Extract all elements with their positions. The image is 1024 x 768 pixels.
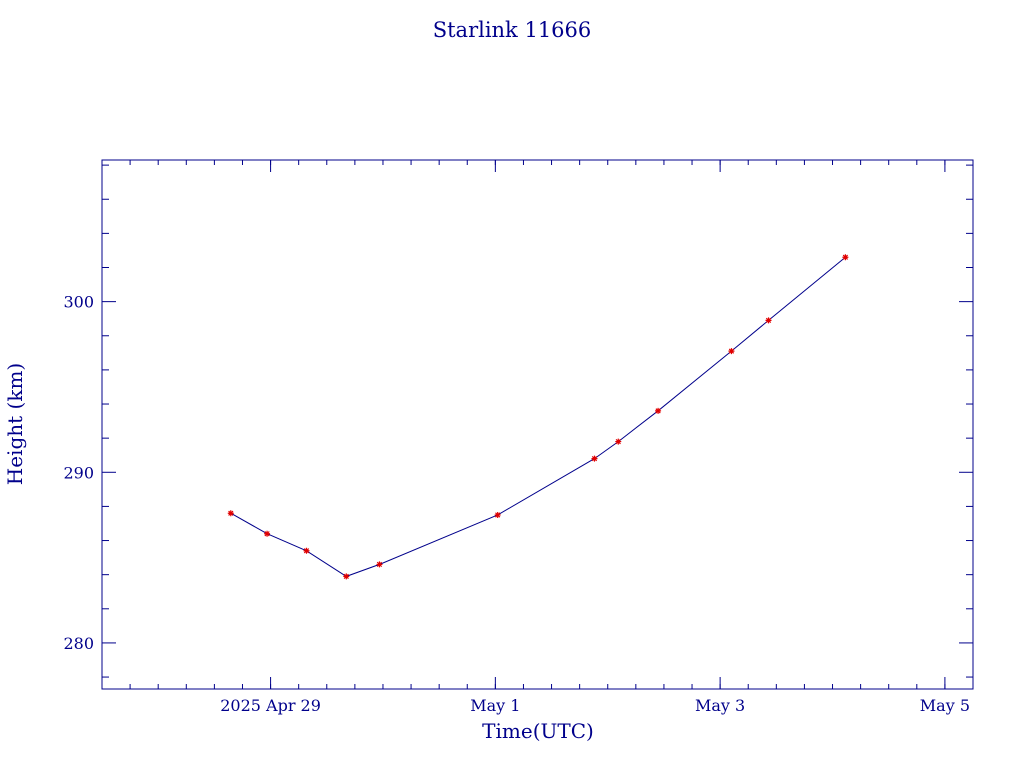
y-major-ticks: [102, 301, 973, 644]
x-tick-labels: 2025 Apr 29 May 1 May 3 May 5: [220, 696, 970, 715]
y-tick-label: 290: [63, 463, 94, 482]
x-major-ticks: [270, 160, 946, 689]
data-point-marker: [591, 455, 598, 462]
data-point-marker: [343, 573, 350, 580]
data-point-marker: [615, 438, 622, 445]
x-tick-label: May 1: [470, 696, 520, 715]
series-line: [230, 256, 846, 577]
y-tick-label: 280: [63, 634, 94, 653]
x-axis-label: Time(UTC): [482, 719, 594, 743]
data-point-marker: [303, 547, 310, 554]
x-tick-label: May 5: [920, 696, 970, 715]
data-point-marker: [376, 561, 383, 568]
y-tick-labels: 280 290 300: [63, 293, 94, 653]
data-point-marker: [842, 254, 849, 261]
data-point-marker: [264, 530, 271, 537]
x-tick-label: 2025 Apr 29: [220, 696, 321, 715]
y-axis-label: Height (km): [3, 363, 27, 485]
data-point-marker: [655, 407, 662, 414]
data-point-marker: [728, 348, 735, 355]
x-tick-label: May 3: [695, 696, 745, 715]
plot-frame: [101, 159, 974, 690]
series-layer: [227, 254, 849, 580]
data-point-marker: [494, 511, 501, 518]
data-point-marker: [765, 317, 772, 324]
chart-title: Starlink 11666: [433, 18, 592, 42]
data-point-marker: [227, 510, 234, 517]
y-tick-label: 300: [63, 293, 94, 312]
y-minor-ticks: [102, 164, 973, 678]
x-minor-ticks: [101, 160, 974, 689]
